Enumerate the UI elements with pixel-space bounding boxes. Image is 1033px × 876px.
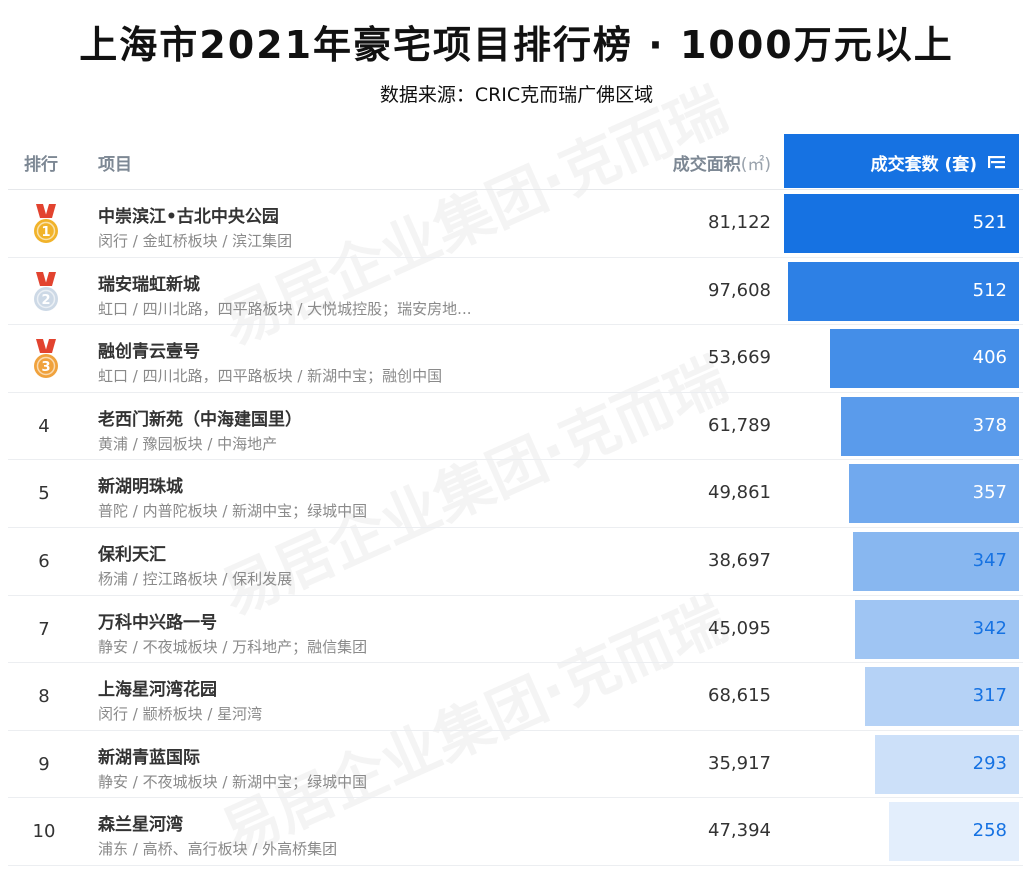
project-description: 静安 / 不夜城板块 / 万科地产；融信集团 [98, 637, 368, 656]
area-value: 53,669 [708, 347, 771, 369]
area-value: 47,394 [708, 820, 771, 842]
project-cell: 万科中兴路一号静安 / 不夜城板块 / 万科地产；融信集团 [98, 608, 618, 657]
area-value: 68,615 [708, 685, 771, 707]
count-value: 293 [972, 752, 1007, 774]
project-cell: 瑞安瑞虹新城虹口 / 四川北路，四平路板块 / 大悦城控股；瑞安房地... [98, 270, 618, 319]
header-area-unit: (㎡) [740, 155, 771, 175]
project-name[interactable]: 上海星河湾花园 [98, 680, 217, 701]
rank-number: 5 [38, 483, 50, 505]
table-header: 排行 项目 成交面积(㎡) 成交套数 (套) [8, 132, 1023, 190]
project-description: 闵行 / 金虹桥板块 / 滨江集团 [98, 232, 293, 250]
table-row[interactable]: 1 中崇滨江•古北中央公园 闵行 / 金虹桥板块 / 滨江集团 81,122 521 [8, 190, 1023, 258]
rank-number: 6 [38, 550, 50, 572]
table-row[interactable]: 4 老西门新苑（中海建国里） 黄浦 / 豫园板块 / 中海地产 61,789 378 [8, 393, 1023, 461]
count-bar: 317 [865, 667, 1019, 727]
project-cell: 新湖明珠城普陀 / 内普陀板块 / 新湖中宝；绿城中国 [98, 472, 618, 521]
header-area[interactable]: 成交面积(㎡) [673, 150, 771, 175]
count-value: 521 [972, 212, 1007, 233]
header-count-label: 成交套数 (套) [870, 155, 978, 175]
project-name[interactable]: 新湖明珠城 [98, 477, 183, 498]
project-description: 黄浦 / 豫园板块 / 中海地产 [98, 434, 278, 453]
project-name[interactable]: 森兰星河湾 [98, 815, 183, 836]
rank-number: 7 [38, 618, 50, 640]
project-description: 闵行 / 颛桥板块 / 星河湾 [98, 705, 263, 724]
rank-number: 10 [32, 821, 56, 843]
count-value: 342 [972, 617, 1007, 639]
project-name[interactable]: 融创青云壹号 [98, 342, 200, 363]
count-value: 406 [972, 347, 1007, 369]
table-row[interactable]: 7 万科中兴路一号静安 / 不夜城板块 / 万科地产；融信集团 45,095 342 [8, 596, 1023, 664]
project-name[interactable]: 万科中兴路一号 [98, 612, 217, 633]
project-name[interactable]: 老西门新苑（中海建国里） [98, 409, 302, 430]
project-cell: 中崇滨江•古北中央公园 闵行 / 金虹桥板块 / 滨江集团 [98, 202, 618, 251]
table-row[interactable]: 5 新湖明珠城普陀 / 内普陀板块 / 新湖中宝；绿城中国 49,861 357 [8, 460, 1023, 528]
table-row[interactable]: 3 融创青云壹号虹口 / 四川北路，四平路板块 / 新湖中宝；融创中国 53,669… [8, 325, 1023, 393]
area-value: 97,608 [708, 279, 771, 301]
count-bar: 512 [788, 261, 1019, 321]
chart-title: 上海市2021年豪宅项目排行榜 · 1000万元以上 [79, 23, 954, 67]
table-body: 1 中崇滨江•古北中央公园 闵行 / 金虹桥板块 / 滨江集团 81,122 521 2 瑞… [8, 190, 1023, 866]
project-cell: 保利天汇杨浦 / 控江路板块 / 保利发展 [98, 540, 618, 589]
area-value: 38,697 [708, 549, 771, 571]
project-cell: 老西门新苑（中海建国里） 黄浦 / 豫园板块 / 中海地产 [98, 405, 618, 454]
project-description: 普陀 / 内普陀板块 / 新湖中宝；绿城中国 [98, 502, 368, 521]
bronze-medal-icon: 3 [34, 339, 58, 379]
area-value: 61,789 [708, 414, 771, 436]
svg-text:3: 3 [41, 360, 50, 375]
count-value: 512 [972, 279, 1007, 301]
project-description: 杨浦 / 控江路板块 / 保利发展 [98, 569, 293, 588]
sort-desc-icon[interactable] [987, 154, 1007, 170]
count-bar: 293 [875, 734, 1019, 794]
header-area-label: 成交面积 [672, 155, 741, 175]
area-value: 81,122 [708, 212, 771, 233]
header-count-sorted[interactable]: 成交套数 (套) [784, 134, 1019, 188]
count-bar: 258 [889, 802, 1019, 862]
project-cell: 新湖青蓝国际静安 / 不夜城板块 / 新湖中宝；绿城中国 [98, 743, 618, 792]
project-cell: 森兰星河湾浦东 / 高桥、高行板块 / 外高桥集团 [98, 810, 618, 859]
count-value: 347 [972, 549, 1007, 571]
count-bar: 357 [849, 464, 1019, 524]
count-value: 258 [972, 820, 1007, 842]
project-description: 虹口 / 四川北路，四平路板块 / 大悦城控股；瑞安房地... [98, 299, 472, 318]
count-bar: 378 [841, 396, 1019, 456]
table-row[interactable]: 10 森兰星河湾浦东 / 高桥、高行板块 / 外高桥集团 47,394 258 [8, 798, 1023, 866]
data-source: 数据来源：CRIC克而瑞广佛区域 [379, 84, 654, 106]
project-cell: 上海星河湾花园闵行 / 颛桥板块 / 星河湾 [98, 675, 618, 724]
count-bar: 406 [830, 329, 1019, 389]
count-value: 317 [972, 685, 1007, 707]
header-rank[interactable]: 排行 [24, 155, 58, 175]
project-name[interactable]: 新湖青蓝国际 [98, 747, 200, 768]
header-project[interactable]: 项目 [98, 155, 132, 175]
project-description: 静安 / 不夜城板块 / 新湖中宝；绿城中国 [98, 772, 368, 791]
project-description: 浦东 / 高桥、高行板块 / 外高桥集团 [98, 840, 338, 859]
count-value: 378 [972, 414, 1007, 436]
table-row[interactable]: 6 保利天汇杨浦 / 控江路板块 / 保利发展 38,697 347 [8, 528, 1023, 596]
gold-medal-icon: 1 [34, 204, 58, 243]
project-cell: 融创青云壹号虹口 / 四川北路，四平路板块 / 新湖中宝；融创中国 [98, 337, 618, 386]
ranking-table: 排行 项目 成交面积(㎡) 成交套数 (套) 1 中崇滨江•古北中央公园 闵行 / … [8, 132, 1023, 866]
count-bar: 342 [855, 599, 1019, 659]
project-name[interactable]: 保利天汇 [98, 544, 166, 565]
count-bar: 347 [853, 531, 1019, 591]
rank-number: 4 [38, 415, 50, 437]
table-row[interactable]: 2 瑞安瑞虹新城虹口 / 四川北路，四平路板块 / 大悦城控股；瑞安房地... 97… [8, 258, 1023, 326]
rank-number: 8 [38, 686, 50, 708]
area-value: 45,095 [708, 617, 771, 639]
silver-medal-icon: 2 [34, 271, 58, 311]
count-value: 357 [972, 482, 1007, 504]
count-bar: 521 [784, 194, 1019, 253]
table-row[interactable]: 9 新湖青蓝国际静安 / 不夜城板块 / 新湖中宝；绿城中国 35,917 293 [8, 731, 1023, 799]
svg-text:1: 1 [41, 225, 50, 240]
project-description: 虹口 / 四川北路，四平路板块 / 新湖中宝；融创中国 [98, 367, 443, 386]
project-name[interactable]: 中崇滨江•古北中央公园 [98, 207, 279, 227]
table-row[interactable]: 8 上海星河湾花园闵行 / 颛桥板块 / 星河湾 68,615 317 [8, 663, 1023, 731]
svg-text:2: 2 [41, 293, 50, 308]
area-value: 35,917 [708, 752, 771, 774]
project-name[interactable]: 瑞安瑞虹新城 [98, 274, 200, 295]
area-value: 49,861 [708, 482, 771, 504]
rank-number: 9 [38, 753, 50, 775]
